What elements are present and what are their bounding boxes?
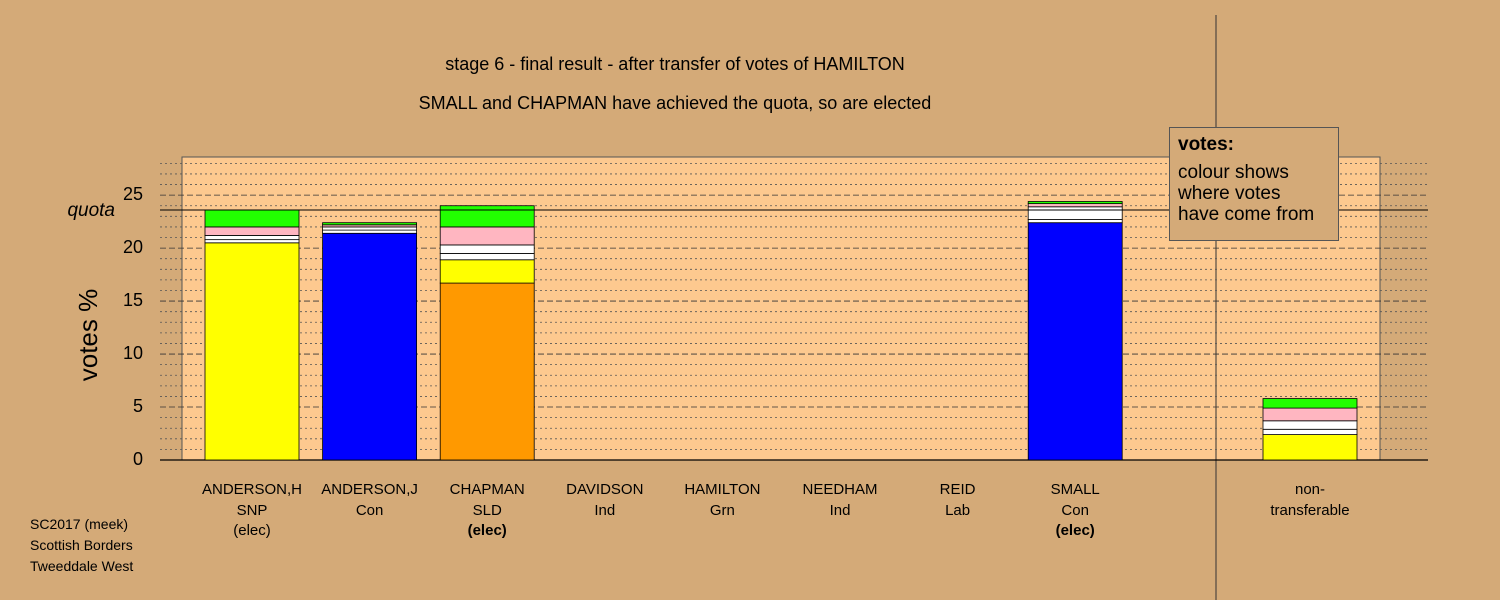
bar-segment bbox=[1027, 201, 1123, 205]
chart-title: stage 6 - final result - after transfer … bbox=[445, 54, 905, 74]
party-label: Con bbox=[1061, 501, 1089, 519]
bar-segment bbox=[1027, 222, 1123, 461]
quota-label: quota bbox=[67, 200, 115, 221]
y-tick-label: 5 bbox=[133, 396, 143, 416]
bar-segment bbox=[204, 209, 300, 228]
bar-segment bbox=[1027, 206, 1123, 220]
x-tick-label: HAMILTON bbox=[684, 481, 761, 498]
bar-segment bbox=[322, 226, 418, 231]
y-axis-label: votes % bbox=[73, 289, 103, 382]
bar-segment bbox=[439, 244, 535, 254]
bar-segment bbox=[1262, 398, 1358, 409]
footnote-line: Tweeddale West bbox=[30, 558, 134, 574]
x-tick-label: NEEDHAM bbox=[802, 481, 878, 498]
bar-segment bbox=[439, 253, 535, 261]
bar-segment bbox=[204, 239, 300, 244]
party-label: Lab bbox=[945, 501, 971, 519]
x-tick-label: ANDERSON,H bbox=[201, 481, 302, 498]
party-label: Con bbox=[355, 501, 384, 519]
footnote-line: SC2017 (meek) bbox=[30, 516, 129, 532]
bar-segment bbox=[322, 232, 418, 461]
x-tick-label: ANDERSON,J bbox=[321, 481, 418, 498]
x-tick-label: REID bbox=[939, 481, 976, 498]
bar-segment bbox=[439, 226, 535, 246]
bar-segment bbox=[1027, 203, 1123, 208]
bar-segment bbox=[439, 205, 535, 228]
x-tick-label: non- transferable bbox=[1270, 481, 1350, 519]
bar-segment bbox=[1262, 434, 1358, 461]
legend-title: votes: bbox=[1178, 134, 1234, 155]
bar-segment bbox=[1262, 420, 1358, 430]
y-tick-label: 20 bbox=[123, 237, 143, 257]
bar-segment bbox=[1262, 428, 1358, 435]
x-tick-label: CHAPMAN bbox=[449, 481, 525, 498]
footnote: SC2017 (meek) Scottish Borders Tweeddale… bbox=[30, 514, 133, 577]
y-tick-label: 0 bbox=[133, 449, 143, 469]
bar-segment bbox=[439, 259, 535, 284]
bar-segment bbox=[204, 242, 300, 461]
x-tick-label: DAVIDSON bbox=[566, 481, 644, 498]
party-label: SLD bbox=[472, 501, 502, 519]
y-tick-label: 15 bbox=[123, 290, 143, 310]
bar-segment bbox=[439, 282, 535, 461]
bar-segment bbox=[322, 222, 418, 226]
status-label: (elec) bbox=[1055, 522, 1095, 539]
party-label: Ind bbox=[829, 501, 851, 519]
legend-line: where votes bbox=[1178, 183, 1281, 204]
y-tick-label: 10 bbox=[123, 343, 143, 363]
chart-subtitle: SMALL and CHAPMAN have achieved the quot… bbox=[419, 93, 932, 113]
bar-segment bbox=[1262, 407, 1358, 422]
legend-line: have come from bbox=[1178, 204, 1315, 225]
bar-segment bbox=[204, 234, 300, 241]
y-tick-label: 25 bbox=[123, 184, 143, 204]
party-label: Grn bbox=[709, 501, 735, 519]
status-label: (elec) bbox=[467, 522, 507, 539]
bar-segment bbox=[1027, 219, 1123, 224]
bar-segment bbox=[204, 226, 300, 236]
legend-line: colour shows bbox=[1178, 162, 1289, 183]
footnote-line: Scottish Borders bbox=[30, 537, 133, 553]
status-label: (elec) bbox=[233, 522, 271, 539]
party-label: Ind bbox=[594, 501, 616, 519]
legend: votes: colour shows where votes have com… bbox=[1169, 127, 1339, 241]
x-tick-label: SMALL bbox=[1050, 481, 1100, 498]
party-label: SNP bbox=[236, 501, 268, 519]
bar-segment bbox=[322, 229, 418, 234]
